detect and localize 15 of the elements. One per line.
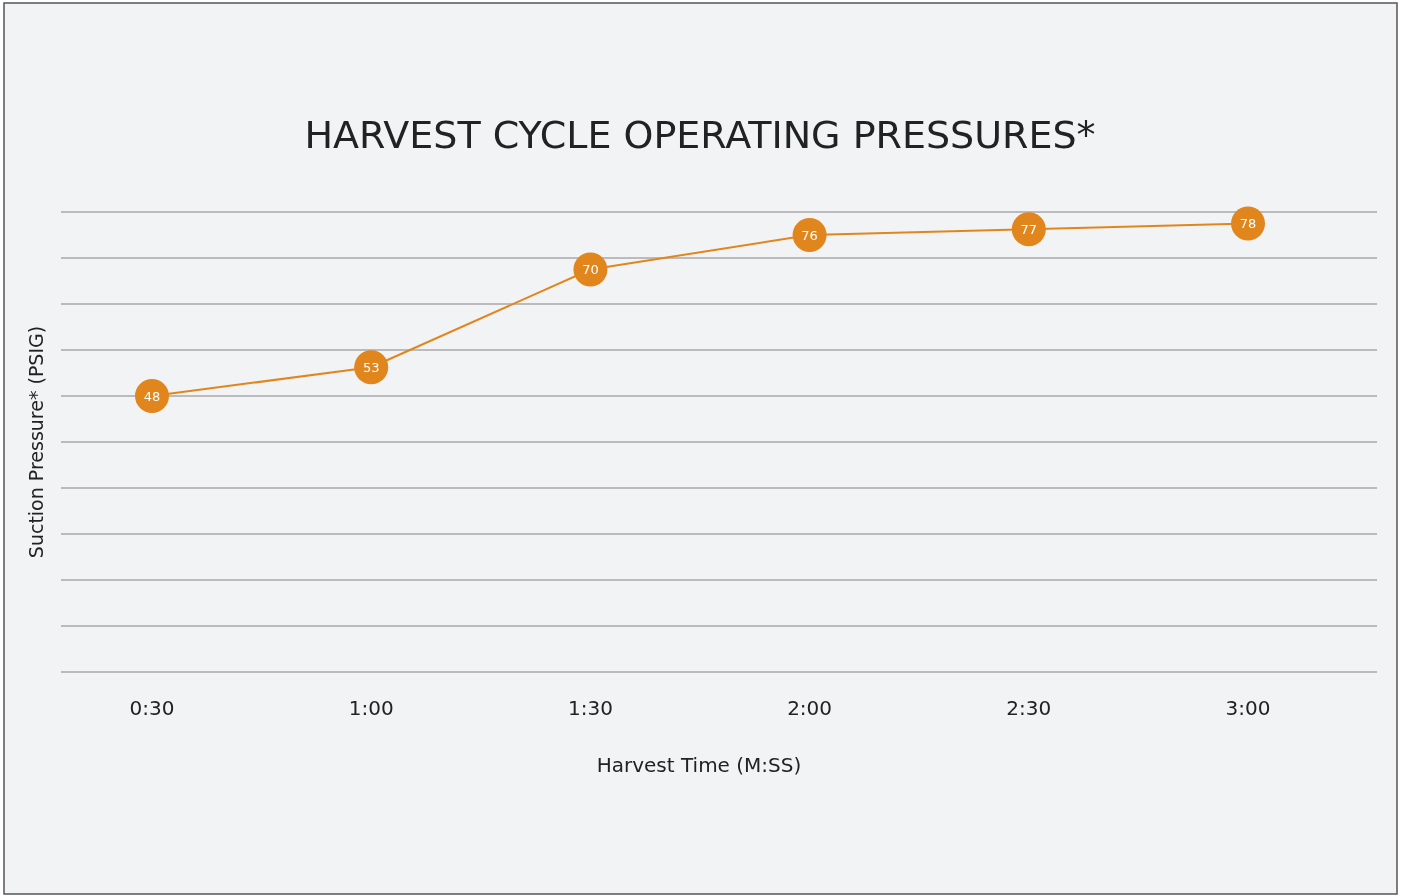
x-tick-label: 2:00: [787, 696, 833, 720]
x-axis-title: Harvest Time (M:SS): [596, 753, 802, 777]
y-axis-title: Suction Pressure* (PSIG): [25, 325, 47, 559]
data-label: 77: [1020, 221, 1038, 237]
data-label: 53: [362, 359, 380, 375]
x-tick-label: 0:30: [129, 696, 175, 720]
data-label: 48: [143, 388, 161, 404]
data-label: 70: [582, 262, 599, 278]
x-tick-label: 3:00: [1225, 696, 1271, 720]
x-tick-label: 1:30: [567, 696, 613, 720]
data-label: 76: [801, 227, 818, 243]
x-tick-label: 2:30: [1006, 696, 1052, 720]
chart-title: HARVEST CYCLE OPERATING PRESSURES*: [304, 113, 1096, 157]
data-label: 78: [1239, 216, 1257, 232]
x-tick-label: 1:00: [348, 696, 394, 720]
